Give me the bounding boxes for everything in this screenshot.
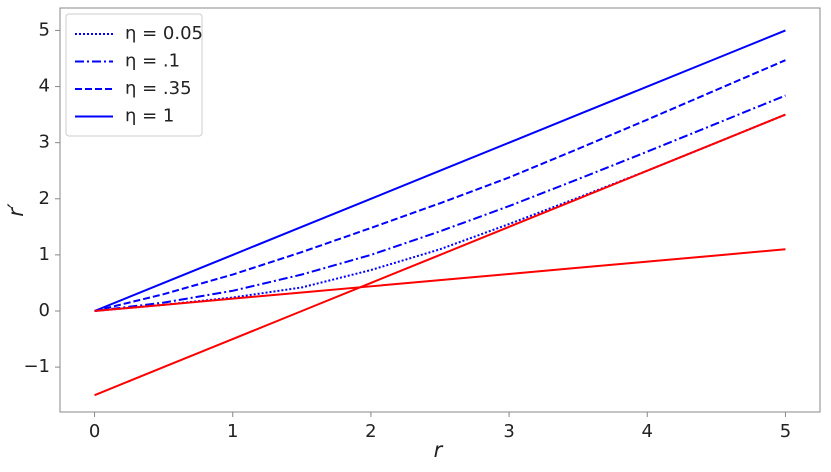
y-axis-label: r′: [4, 203, 28, 217]
y-tick-label: 0: [39, 300, 50, 321]
x-axis-label: r: [434, 438, 444, 462]
legend-box: [65, 13, 203, 137]
x-tick-label: 2: [365, 421, 376, 442]
x-tick-label: 0: [89, 421, 100, 442]
x-tick-label: 3: [503, 421, 514, 442]
x-tick-label: 1: [227, 421, 238, 442]
legend-label: η = .35: [125, 78, 192, 99]
series-line: [94, 248, 786, 312]
x-tick-label: 5: [780, 421, 791, 442]
series-line: [94, 94, 786, 312]
y-tick-label: 5: [39, 19, 50, 40]
plot-frame: [59, 7, 821, 413]
series-line: [94, 59, 786, 312]
y-tick-label: 2: [39, 188, 50, 209]
x-tick-label: 4: [642, 421, 653, 442]
series-line: [94, 29, 786, 312]
y-tick-label: 4: [39, 76, 50, 97]
series-line: [94, 113, 786, 312]
series-line: [94, 113, 786, 397]
legend-label: η = .1: [125, 51, 180, 72]
y-tick-label: 3: [39, 132, 50, 153]
y-tick-label: −1: [23, 356, 50, 377]
legend-label: η = 0.05: [125, 23, 203, 44]
y-tick-label: 1: [39, 244, 50, 265]
legend-label: η = 1: [125, 106, 174, 127]
